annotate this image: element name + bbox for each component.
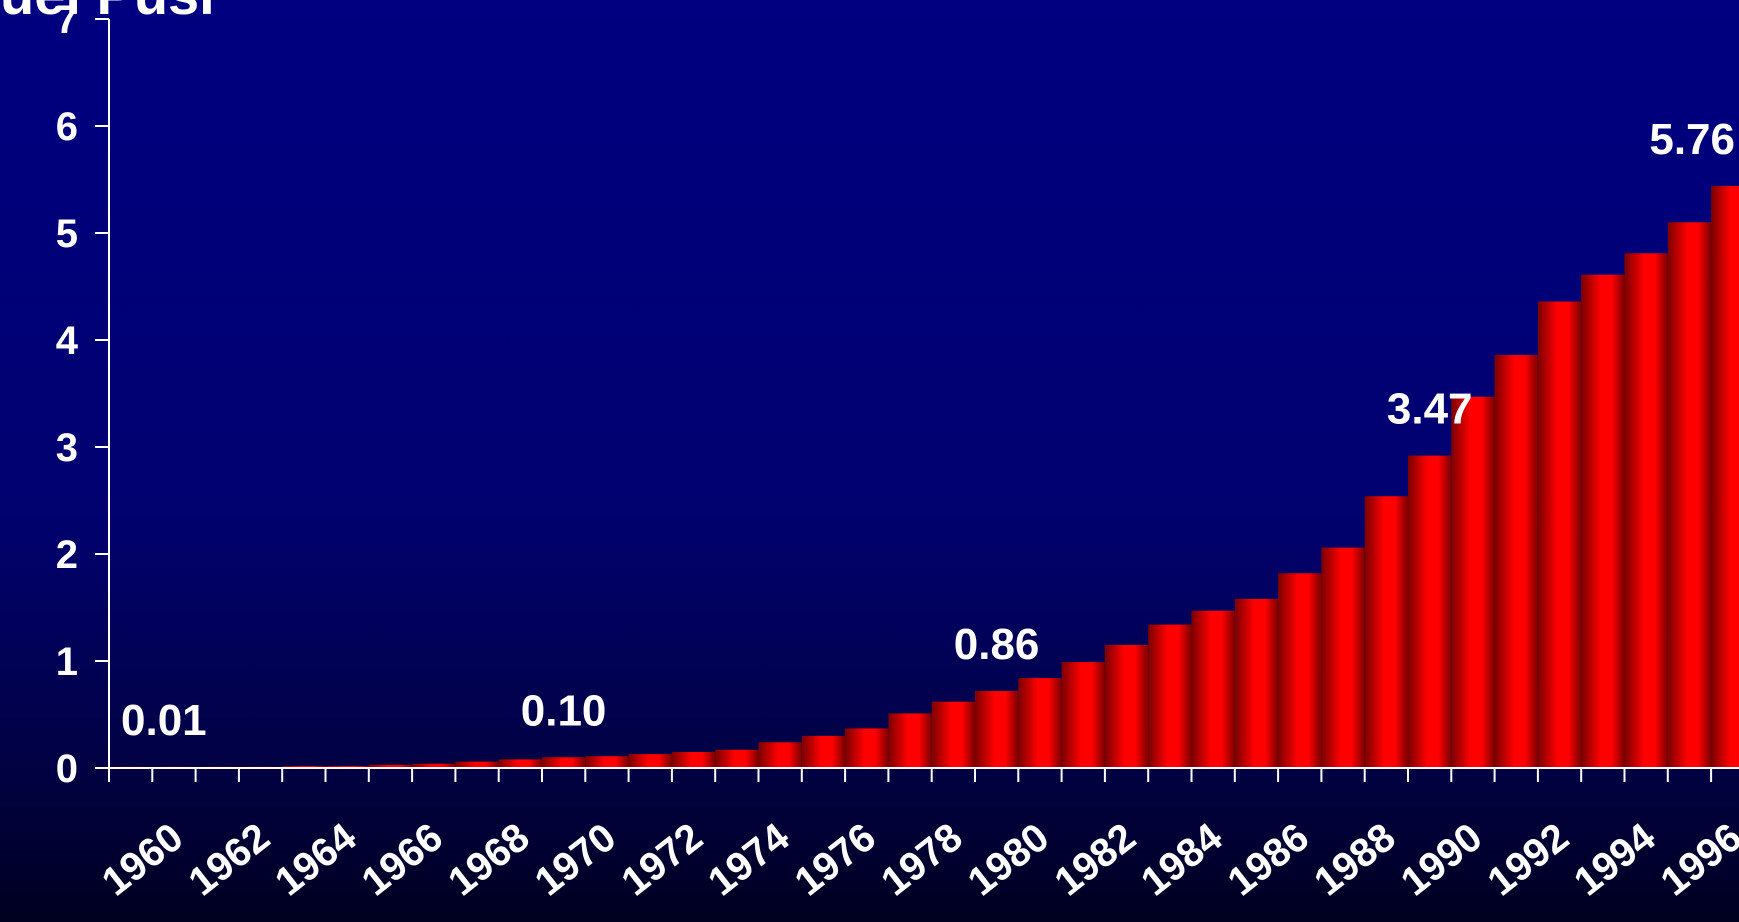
bar-1968 bbox=[455, 761, 499, 768]
x-tick-label-1968: 1968 bbox=[440, 815, 537, 904]
y-tick-label-6: 6 bbox=[56, 105, 78, 149]
bar-1983 bbox=[1104, 645, 1149, 768]
bar-1995 bbox=[1624, 253, 1668, 769]
bar-1969 bbox=[498, 759, 542, 768]
x-tick-label-1988: 1988 bbox=[1306, 815, 1403, 904]
x-tick-label-1996: 1996 bbox=[1653, 815, 1739, 904]
bar-1992 bbox=[1494, 355, 1538, 768]
data-label-1980: 0.86 bbox=[954, 620, 1040, 669]
x-tick-label-1966: 1966 bbox=[354, 815, 451, 904]
y-tick-label-1: 1 bbox=[56, 640, 78, 684]
bar-1985 bbox=[1191, 610, 1235, 768]
bar-1965 bbox=[325, 765, 369, 768]
bar-1990 bbox=[1408, 455, 1452, 768]
x-tick-label-1970: 1970 bbox=[527, 815, 624, 904]
data-label-1960: 0.01 bbox=[121, 696, 207, 745]
bar-1981 bbox=[1018, 678, 1062, 768]
bar-1984 bbox=[1148, 624, 1192, 768]
bar-1977 bbox=[845, 728, 889, 768]
x-tick-label-1990: 1990 bbox=[1393, 815, 1490, 904]
y-tick-label-3: 3 bbox=[56, 426, 78, 470]
x-tick-label-1964: 1964 bbox=[267, 815, 365, 905]
y-tick-label-5: 5 bbox=[56, 212, 78, 256]
x-tick-label-1972: 1972 bbox=[614, 815, 711, 904]
bar-1988 bbox=[1321, 547, 1365, 768]
x-tick-label-1992: 1992 bbox=[1480, 815, 1577, 904]
bar-1986 bbox=[1234, 598, 1279, 768]
x-tick-label-1976: 1976 bbox=[787, 815, 884, 904]
y-tick-label-7: 7 bbox=[56, 0, 78, 42]
x-tick-label-1960: 1960 bbox=[94, 815, 191, 904]
bar-1987 bbox=[1278, 573, 1322, 768]
x-tick-label-1978: 1978 bbox=[873, 815, 970, 904]
bar-1993 bbox=[1537, 301, 1582, 768]
bar-1980 bbox=[975, 691, 1019, 768]
x-tick-label-1962: 1962 bbox=[181, 815, 278, 904]
bar-1971 bbox=[585, 756, 629, 768]
bar-1973 bbox=[671, 752, 716, 768]
bar-1991 bbox=[1451, 396, 1495, 768]
bar-1974 bbox=[715, 749, 759, 768]
bar-1970 bbox=[542, 757, 586, 768]
bar-1994 bbox=[1581, 274, 1625, 768]
y-tick-label-4: 4 bbox=[56, 319, 79, 363]
x-tick-label-1984: 1984 bbox=[1133, 815, 1231, 905]
bar-1982 bbox=[1061, 662, 1105, 768]
x-tick-label-1986: 1986 bbox=[1220, 815, 1317, 904]
bar-1964 bbox=[282, 765, 326, 768]
bar-1976 bbox=[801, 735, 846, 768]
x-tick-label-1980: 1980 bbox=[960, 815, 1057, 904]
x-tick-label-1994: 1994 bbox=[1566, 815, 1664, 905]
bar-1979 bbox=[931, 701, 975, 768]
bar-1975 bbox=[758, 742, 802, 768]
data-label-1990: 3.47 bbox=[1387, 385, 1473, 434]
x-tick-label-1982: 1982 bbox=[1047, 815, 1144, 904]
x-tick-label-1974: 1974 bbox=[700, 815, 798, 905]
bar-1972 bbox=[628, 754, 672, 768]
bar-1978 bbox=[888, 713, 932, 768]
bar-1967 bbox=[412, 763, 456, 768]
bar-1997 bbox=[1711, 185, 1739, 768]
bar-1989 bbox=[1364, 496, 1408, 768]
y-tick-label-0: 0 bbox=[56, 747, 78, 791]
data-label-1997: 5.76 bbox=[1649, 115, 1735, 164]
data-label-1970: 0.10 bbox=[521, 686, 607, 735]
y-tick-label-2: 2 bbox=[56, 533, 78, 577]
chart-title-fragment: uel Pusl bbox=[0, 0, 215, 27]
bar-1966 bbox=[368, 764, 413, 768]
bar-1996 bbox=[1667, 222, 1712, 769]
